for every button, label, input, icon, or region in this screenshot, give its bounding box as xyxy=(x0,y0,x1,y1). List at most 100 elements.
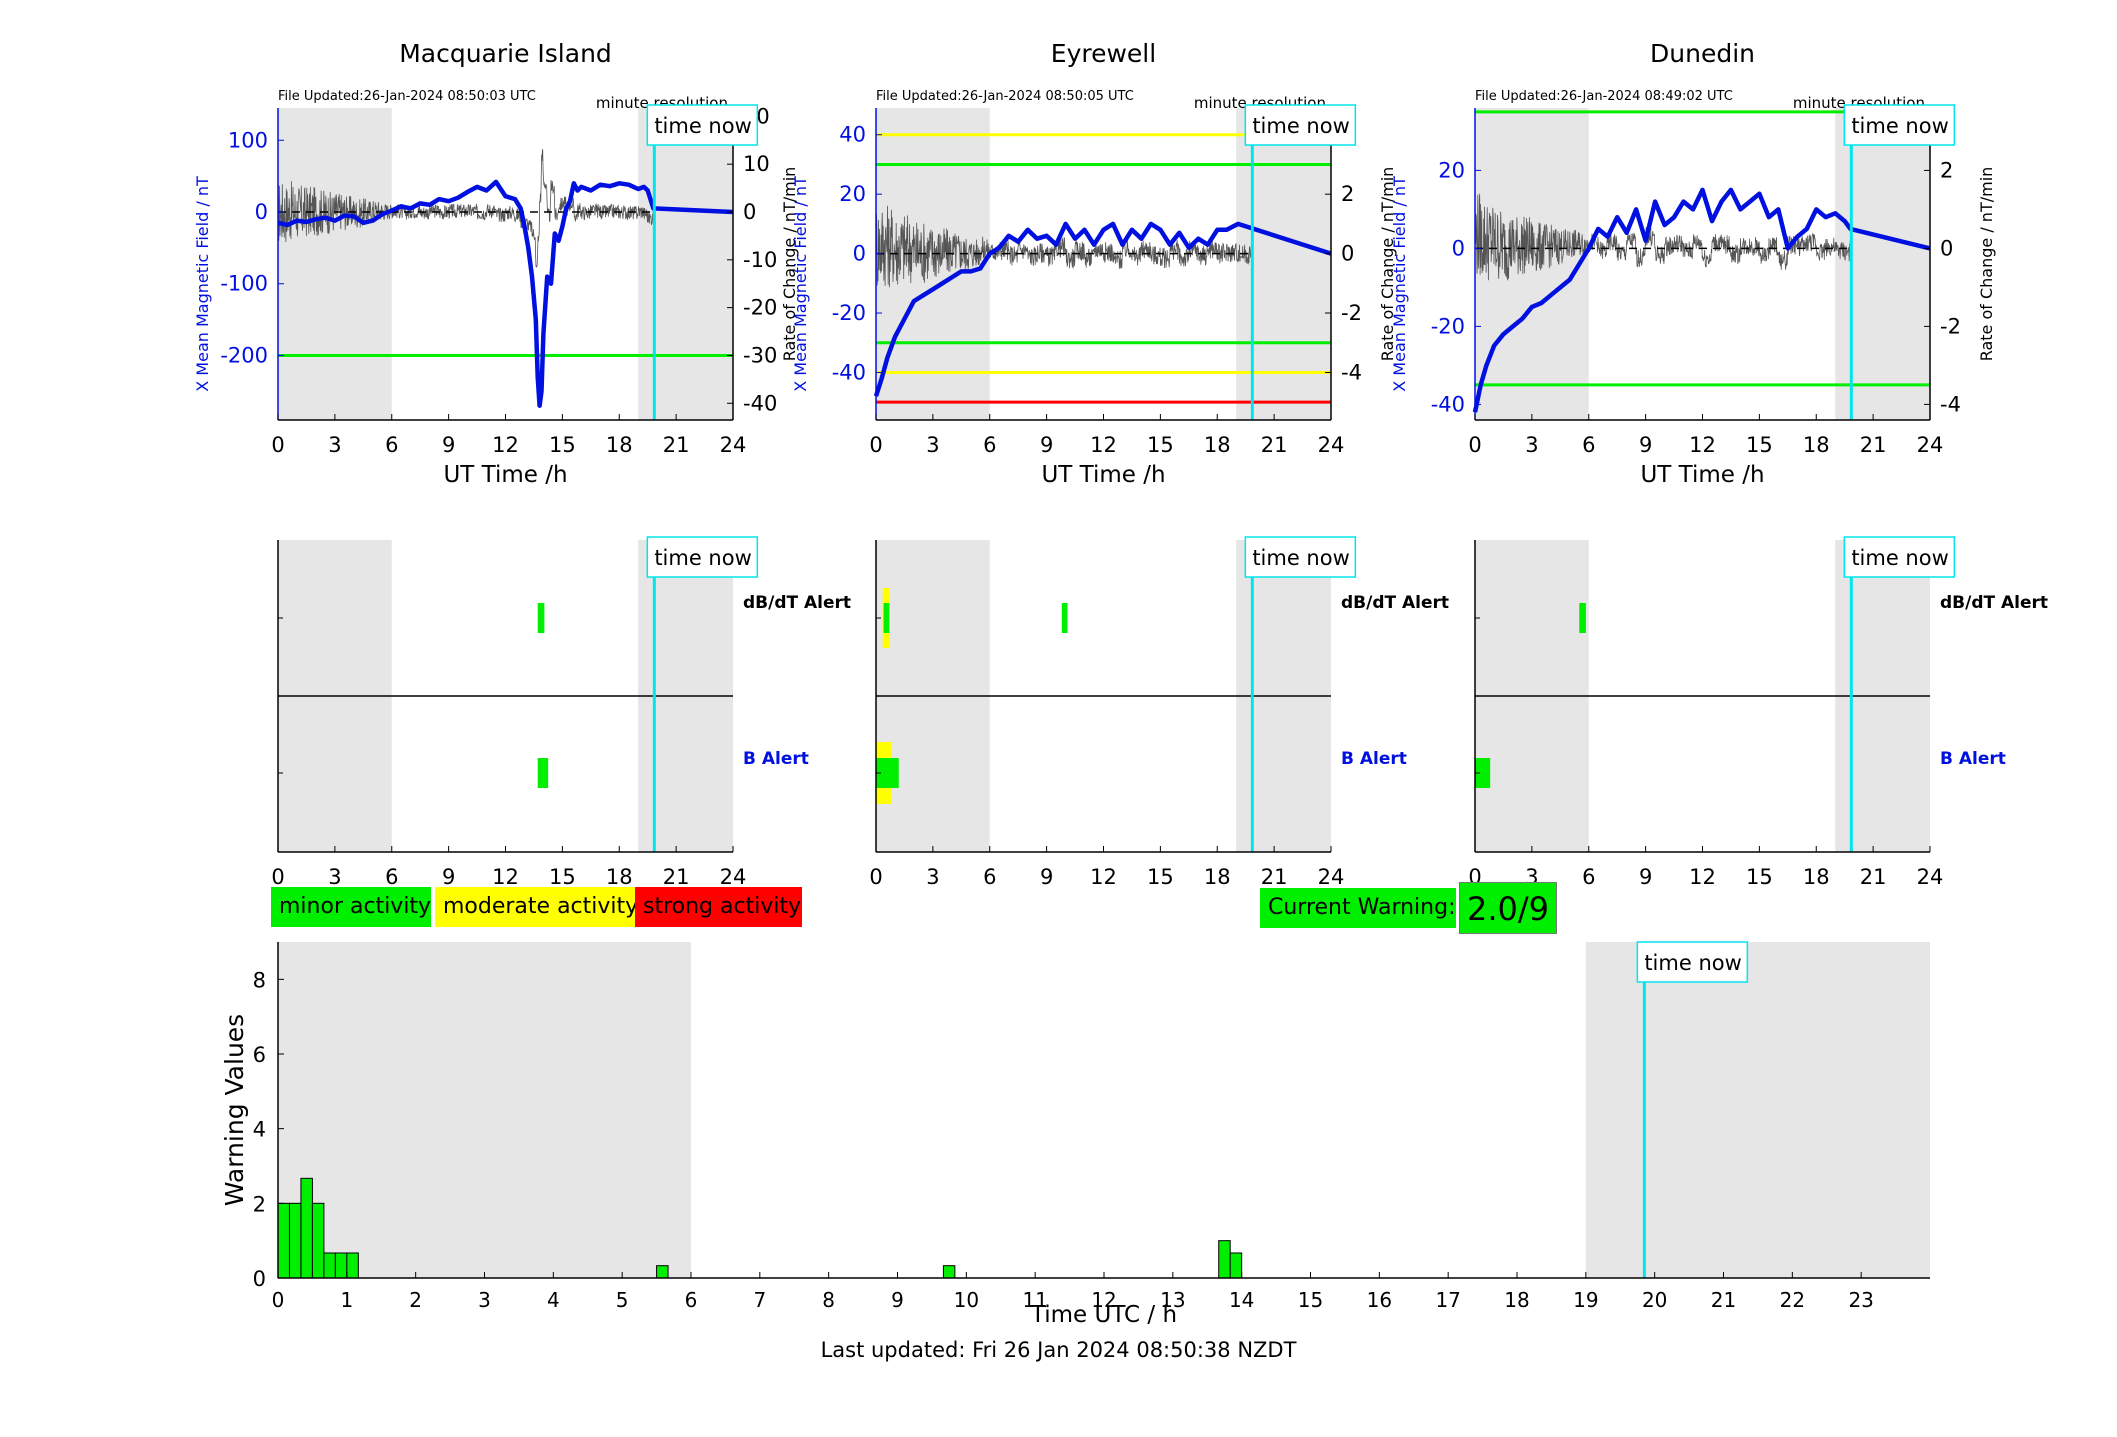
b-alert-bar-p2-1 xyxy=(876,758,899,788)
time-now-box-bottom xyxy=(1636,941,1749,983)
y-right-tick-label-p1--20: -20 xyxy=(743,296,777,320)
y-left-tick-label-p3-20: 20 xyxy=(1438,158,1465,182)
alert-x-tick-label-p2-21: 21 xyxy=(1261,865,1288,889)
y-right-label-p2: Rate of Change / nT/min xyxy=(1378,167,1397,362)
warning-x-tick-label-23: 23 xyxy=(1848,1288,1873,1312)
legend-minor-activity: minor activity xyxy=(271,887,431,927)
y-right-tick-label-p3-2: 2 xyxy=(1940,158,1953,182)
warning-x-tick-label-2: 2 xyxy=(409,1288,422,1312)
y-right-tick-label-p1--40: -40 xyxy=(743,391,777,415)
dbdt-alert-bar-p2-2 xyxy=(1061,603,1068,633)
time-now-box-top-p3 xyxy=(1843,104,1956,146)
warning-bar-2 xyxy=(300,1177,313,1279)
y-right-tick-label-p1-10: 10 xyxy=(743,152,770,176)
dbdt-alert-label-p3: dB/dT Alert xyxy=(1940,593,2048,613)
alert-x-tick-label-p2-24: 24 xyxy=(1318,865,1345,889)
y-left-tick-label-p2-20: 20 xyxy=(839,182,866,206)
alert-x-tick-label-p1-15: 15 xyxy=(549,865,576,889)
dbdt-alert-label-p2: dB/dT Alert xyxy=(1341,593,1449,613)
time-now-label-mid-p3: time now xyxy=(1851,546,1948,570)
x-tick-label-p2-6: 6 xyxy=(983,433,996,457)
b-alert-label-p1: B Alert xyxy=(743,749,809,769)
warning-x-tick-label-1: 1 xyxy=(340,1288,353,1312)
warning-x-tick-label-12: 12 xyxy=(1091,1288,1116,1312)
alert-x-tick-label-p1-3: 3 xyxy=(328,865,341,889)
y-right-tick-label-p1-0: 0 xyxy=(743,200,756,224)
x-tick-label-p3-0: 0 xyxy=(1468,433,1481,457)
warning-shade-1 xyxy=(1585,942,1930,1278)
y-right-tick-label-p1--10: -10 xyxy=(743,248,777,272)
alert-x-tick-label-p1-6: 6 xyxy=(385,865,398,889)
warning-bar-8 xyxy=(942,1265,956,1279)
current-warning-label: Current Warning: xyxy=(1260,888,1456,928)
y-right-tick-label-p2--2: -2 xyxy=(1341,301,1362,325)
x-tick-label-p2-24: 24 xyxy=(1318,433,1345,457)
x-tick-label-p1-9: 9 xyxy=(442,433,455,457)
legend-strong-label: strong activity xyxy=(643,894,802,919)
time-now-label-top-p1: time now xyxy=(654,114,751,138)
y-left-label-p1: X Mean Magnetic Field / nT xyxy=(193,176,212,392)
warning-x-tick-label-7: 7 xyxy=(753,1288,766,1312)
y-right-tick-label-p3--4: -4 xyxy=(1940,392,1961,416)
x-tick-label-p1-21: 21 xyxy=(663,433,690,457)
time-now-box-top-p2 xyxy=(1244,104,1357,146)
x-tick-label-p1-18: 18 xyxy=(606,433,633,457)
y-left-label-p3: X Mean Magnetic Field / nT xyxy=(1390,176,1409,392)
station-title-p1: Macquarie Island xyxy=(399,39,612,68)
file-updated-p2: File Updated:26-Jan-2024 08:50:05 UTC xyxy=(876,89,1134,104)
x-tick-label-p1-12: 12 xyxy=(492,433,519,457)
file-updated-p1: File Updated:26-Jan-2024 08:50:03 UTC xyxy=(278,89,536,104)
warning-y-tick-label-4: 4 xyxy=(253,1118,266,1142)
warning-x-tick-label-0: 0 xyxy=(272,1288,285,1312)
warning-y-tick-label-6: 6 xyxy=(253,1043,266,1067)
legend-minor-label: minor activity xyxy=(279,894,432,919)
alert-x-tick-label-p3-12: 12 xyxy=(1689,865,1716,889)
alert-x-tick-label-p1-21: 21 xyxy=(663,865,690,889)
y-right-label-p3: Rate of Change / nT/min xyxy=(1977,167,1996,362)
y-right-label-p1: Rate of Change / nT/min xyxy=(780,167,799,362)
night-shade-p2-0 xyxy=(876,108,990,420)
alert-x-tick-label-p1-12: 12 xyxy=(492,865,519,889)
y-right-tick-label-p3--2: -2 xyxy=(1940,314,1961,338)
warning-x-tick-label-10: 10 xyxy=(954,1288,979,1312)
x-tick-label-p3-24: 24 xyxy=(1917,433,1944,457)
x-tick-label-p3-3: 3 xyxy=(1525,433,1538,457)
x-tick-label-p2-21: 21 xyxy=(1261,433,1288,457)
warning-y-tick-label-0: 0 xyxy=(253,1267,266,1291)
current-warning-value: 2.0/9 xyxy=(1459,882,1557,934)
legend-strong-activity: strong activity xyxy=(635,887,802,927)
y-left-tick-label-p2--20: -20 xyxy=(832,301,866,325)
alert-x-tick-label-p2-15: 15 xyxy=(1147,865,1174,889)
x-tick-label-p1-3: 3 xyxy=(328,433,341,457)
station-title-p2: Eyrewell xyxy=(1051,39,1156,68)
warning-x-tick-label-9: 9 xyxy=(891,1288,904,1312)
time-now-label-mid-p2: time now xyxy=(1252,546,1349,570)
x-axis-label-p1: UT Time /h xyxy=(443,462,567,488)
field-trace-p3 xyxy=(1472,187,1931,413)
warning-x-tick-label-4: 4 xyxy=(547,1288,560,1312)
current-warning-number: 2.0/9 xyxy=(1466,890,1550,928)
x-tick-label-p1-15: 15 xyxy=(549,433,576,457)
time-now-box-mid-p1 xyxy=(646,536,759,578)
alert-x-tick-label-p1-18: 18 xyxy=(606,865,633,889)
x-tick-label-p1-24: 24 xyxy=(720,433,747,457)
dbdt-alert-bar-p2-1 xyxy=(883,603,890,633)
x-tick-label-p2-0: 0 xyxy=(869,433,882,457)
alert-x-tick-label-p2-3: 3 xyxy=(926,865,939,889)
warning-bar-3 xyxy=(311,1202,325,1279)
alert-x-tick-label-p1-24: 24 xyxy=(720,865,747,889)
field-trace-p2 xyxy=(873,221,1332,397)
y-left-tick-label-p1-0: 0 xyxy=(255,200,268,224)
warning-bar-9 xyxy=(1218,1240,1231,1279)
alert-x-tick-label-p3-21: 21 xyxy=(1860,865,1887,889)
x-axis-label-p2: UT Time /h xyxy=(1041,462,1165,488)
y-left-tick-label-p1--100: -100 xyxy=(220,272,268,296)
y-left-tick-label-p2-0: 0 xyxy=(853,242,866,266)
x-tick-label-p3-21: 21 xyxy=(1860,433,1887,457)
y-right-tick-label-p2-2: 2 xyxy=(1341,182,1354,206)
warning-y-tick-label-2: 2 xyxy=(253,1192,266,1216)
b-alert-label-p3: B Alert xyxy=(1940,749,2006,769)
b-alert-label-p2: B Alert xyxy=(1341,749,1407,769)
time-now-box-top-p1 xyxy=(646,104,759,146)
alert-x-tick-label-p3-24: 24 xyxy=(1917,865,1944,889)
